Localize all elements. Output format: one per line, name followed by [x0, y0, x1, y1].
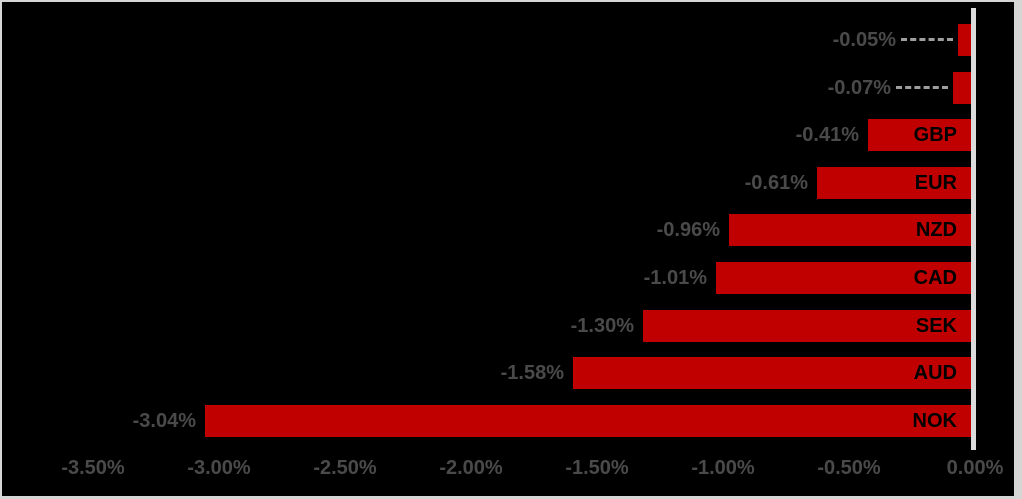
axis-tick-label: -1.50% [565, 457, 629, 479]
category-label: NOK [912, 410, 957, 432]
bar-row-2 [953, 72, 971, 104]
axis-tick-label: -0.50% [817, 457, 881, 479]
leader-line [896, 86, 948, 89]
bar-SEK [643, 310, 971, 342]
bar-GBP [868, 119, 971, 151]
category-label: NZD [915, 219, 957, 241]
value-label: -0.05% [832, 29, 896, 51]
category-label: CAD [913, 267, 957, 289]
axis-tick-label: 0.00% [946, 457, 1004, 479]
value-label: -0.41% [795, 124, 859, 146]
bar-NOK [205, 405, 971, 437]
value-label: -1.58% [500, 362, 564, 384]
zero-axis-line [971, 8, 976, 450]
category-label: SEK [915, 315, 957, 337]
value-label: -1.01% [643, 267, 707, 289]
bar-row-1 [958, 24, 971, 56]
category-label: GBP [913, 124, 957, 146]
axis-tick-label: -1.00% [691, 457, 755, 479]
value-label: -0.96% [656, 219, 720, 241]
leader-line [901, 38, 953, 41]
bar-AUD [573, 357, 971, 389]
axis-tick-label: -2.50% [313, 457, 377, 479]
value-label: -1.30% [570, 315, 634, 337]
bar-EUR [817, 167, 971, 199]
bar-NZD [729, 214, 971, 246]
axis-tick-label: -3.50% [61, 457, 125, 479]
value-label: -0.61% [744, 172, 808, 194]
value-label: -0.07% [827, 77, 891, 99]
axis-tick-label: -3.00% [187, 457, 251, 479]
value-label: -3.04% [132, 410, 196, 432]
bar-CAD [716, 262, 971, 294]
category-label: EUR [914, 172, 957, 194]
category-label: AUD [913, 362, 957, 384]
axis-tick-label: -2.00% [439, 457, 503, 479]
